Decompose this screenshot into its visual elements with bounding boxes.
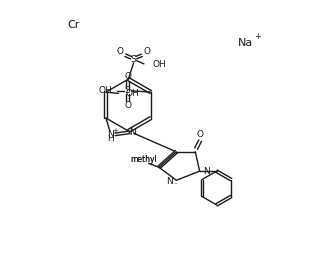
- Text: O: O: [117, 47, 123, 56]
- Text: +: +: [112, 128, 118, 134]
- Text: methyl: methyl: [130, 155, 157, 164]
- Text: S: S: [125, 86, 130, 95]
- Text: N: N: [167, 177, 173, 186]
- Text: O: O: [197, 130, 204, 139]
- Text: ⁻: ⁻: [173, 182, 177, 188]
- Text: S: S: [131, 55, 137, 64]
- Text: methyl: methyl: [130, 155, 157, 164]
- Text: Cr: Cr: [68, 20, 80, 30]
- Text: OH: OH: [152, 61, 166, 69]
- Text: N: N: [129, 128, 136, 137]
- Text: N: N: [107, 130, 114, 139]
- Text: O: O: [144, 47, 151, 56]
- Text: Na: Na: [237, 38, 253, 48]
- Text: +: +: [254, 32, 261, 41]
- Text: O: O: [124, 101, 131, 110]
- Text: OH: OH: [98, 86, 112, 95]
- Text: OH: OH: [126, 89, 139, 98]
- Text: H: H: [107, 134, 114, 143]
- Text: N: N: [203, 167, 210, 176]
- Text: O: O: [124, 72, 131, 81]
